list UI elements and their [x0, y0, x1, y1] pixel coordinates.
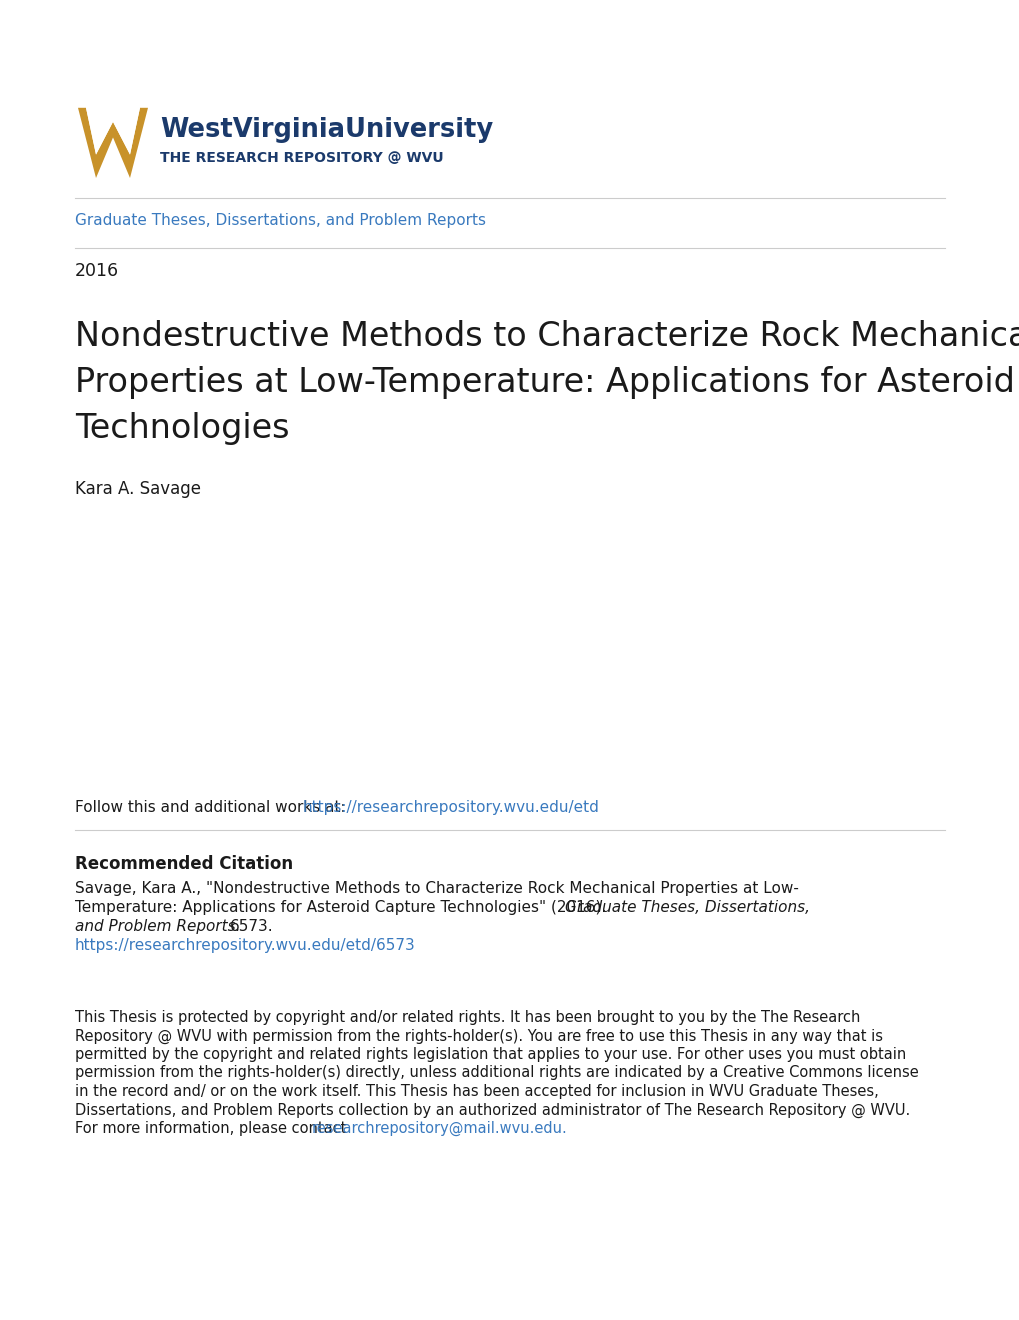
Text: Technologies: Technologies	[75, 412, 289, 445]
Text: Dissertations, and Problem Reports collection by an authorized administrator of : Dissertations, and Problem Reports colle…	[75, 1102, 909, 1118]
Text: and Problem Reports.: and Problem Reports.	[75, 919, 246, 935]
Text: Kara A. Savage: Kara A. Savage	[75, 480, 201, 498]
Text: Follow this and additional works at:: Follow this and additional works at:	[75, 800, 351, 814]
Text: permission from the rights-holder(s) directly, unless additional rights are indi: permission from the rights-holder(s) dir…	[75, 1065, 918, 1081]
Text: Graduate Theses, Dissertations,: Graduate Theses, Dissertations,	[565, 900, 809, 915]
Polygon shape	[77, 108, 148, 178]
Text: https://researchrepository.wvu.edu/etd: https://researchrepository.wvu.edu/etd	[303, 800, 599, 814]
Text: THE RESEARCH REPOSITORY @ WVU: THE RESEARCH REPOSITORY @ WVU	[160, 150, 443, 165]
Text: permitted by the copyright and related rights legislation that applies to your u: permitted by the copyright and related r…	[75, 1047, 905, 1063]
Text: researchrepository@mail.wvu.edu.: researchrepository@mail.wvu.edu.	[312, 1121, 568, 1137]
Text: in the record and/ or on the work itself. This Thesis has been accepted for incl: in the record and/ or on the work itself…	[75, 1084, 878, 1100]
Text: This Thesis is protected by copyright and/or related rights. It has been brought: This Thesis is protected by copyright an…	[75, 1010, 860, 1026]
Polygon shape	[86, 108, 140, 154]
Text: Graduate Theses, Dissertations, and Problem Reports: Graduate Theses, Dissertations, and Prob…	[75, 213, 485, 228]
Text: https://researchrepository.wvu.edu/etd/6573: https://researchrepository.wvu.edu/etd/6…	[75, 939, 416, 953]
Text: Nondestructive Methods to Characterize Rock Mechanical: Nondestructive Methods to Characterize R…	[75, 319, 1019, 352]
Text: Savage, Kara A., "Nondestructive Methods to Characterize Rock Mechanical Propert: Savage, Kara A., "Nondestructive Methods…	[75, 880, 798, 896]
Text: WestVirginiaUniversity: WestVirginiaUniversity	[160, 117, 492, 143]
Text: 2016: 2016	[75, 261, 119, 280]
Text: Repository @ WVU with permission from the rights-holder(s). You are free to use : Repository @ WVU with permission from th…	[75, 1028, 882, 1044]
Text: 6573.: 6573.	[229, 919, 273, 935]
Text: Recommended Citation: Recommended Citation	[75, 855, 292, 873]
Text: For more information, please contact: For more information, please contact	[75, 1121, 351, 1137]
Text: Temperature: Applications for Asteroid Capture Technologies" (2016).: Temperature: Applications for Asteroid C…	[75, 900, 610, 915]
Text: Properties at Low-Temperature: Applications for Asteroid Capture: Properties at Low-Temperature: Applicati…	[75, 366, 1019, 399]
